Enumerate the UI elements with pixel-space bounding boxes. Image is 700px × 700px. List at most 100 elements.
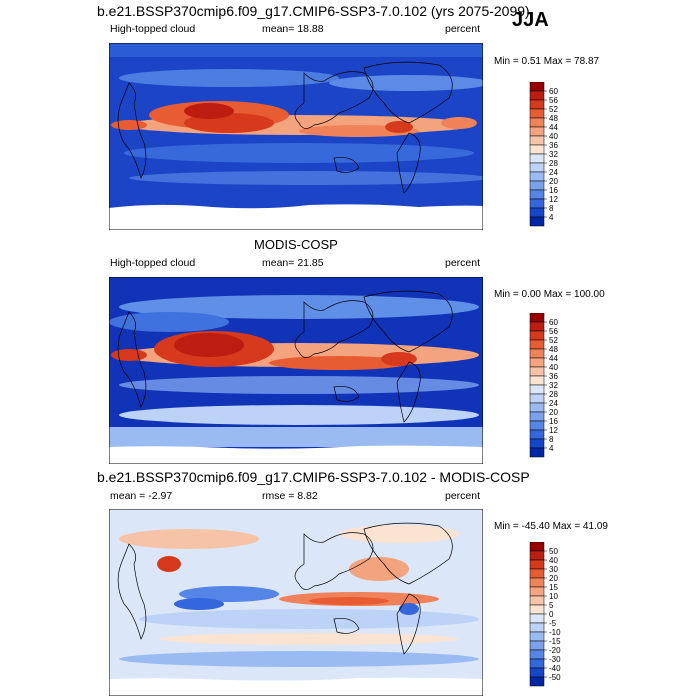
colorbar-tick-label: 12 — [549, 426, 558, 435]
panel2-mean-label: mean= 21.85 — [262, 257, 324, 269]
colorbar-tick-label: 0 — [549, 610, 554, 619]
season-label: JJA — [512, 9, 549, 31]
colorbar-tick-label: 48 — [549, 114, 558, 123]
colorbar-segment — [529, 559, 545, 570]
colorbar-segment — [529, 640, 545, 651]
colorbar-segment — [529, 348, 545, 359]
colorbar-segment — [529, 366, 545, 377]
colorbar-segment — [529, 339, 545, 350]
colorbar-segment — [529, 216, 545, 227]
colorbar-tick-label: 60 — [549, 318, 558, 327]
colorbar-tick-label: 50 — [549, 547, 558, 556]
colorbar-segment — [529, 447, 545, 458]
colorbar-tick-label: 28 — [549, 390, 558, 399]
colorbar-tick-label: -5 — [549, 619, 557, 628]
colorbar-segment — [529, 595, 545, 606]
panel3-stats: Min = -45.40 Max = 41.09 — [494, 521, 608, 532]
colorbar-segment — [529, 550, 545, 561]
colorbar-segment — [529, 613, 545, 624]
colorbar-segment — [529, 313, 545, 323]
colorbar-segment — [529, 622, 545, 633]
panel1-title: b.e21.BSSP370cmip6.f09_g17.CMIP6-SSP3-7.… — [97, 3, 530, 19]
colorbar-segment — [529, 676, 545, 687]
colorbar-segment — [529, 153, 545, 164]
colorbar-tick-label: 4 — [549, 213, 554, 222]
colorbar-segment — [529, 438, 545, 449]
colorbar-segment — [529, 667, 545, 678]
colorbar-tick-label: 36 — [549, 372, 558, 381]
colorbar-segment — [529, 604, 545, 615]
colorbar-tick-label: 8 — [549, 204, 554, 213]
panel3-mean-label: mean = -2.97 — [110, 490, 173, 502]
colorbar-tick-label: 28 — [549, 159, 558, 168]
colorbar-segment — [529, 577, 545, 588]
colorbar-tick-label: 5 — [549, 601, 554, 610]
colorbar-tick-label: 56 — [549, 327, 558, 336]
colorbar-segment — [529, 402, 545, 413]
colorbar-segment — [529, 162, 545, 173]
panel2-stats: Min = 0.00 Max = 100.00 — [494, 289, 605, 300]
colorbar-tick-label: 4 — [549, 444, 554, 453]
panel3-title: b.e21.BSSP370cmip6.f09_g17.CMIP6-SSP3-7.… — [97, 469, 530, 485]
colorbar-segment — [529, 126, 545, 137]
colorbar-tick-label: 20 — [549, 574, 558, 583]
colorbar-segment — [529, 321, 545, 332]
colorbar-segment — [529, 171, 545, 182]
panel1-left-label: High-topped cloud — [110, 23, 196, 35]
colorbar-segment — [529, 357, 545, 368]
colorbar-tick-label: 24 — [549, 399, 558, 408]
panel2-left-label: High-topped cloud — [110, 257, 196, 269]
colorbar-segment — [529, 135, 545, 146]
colorbar-segment — [529, 108, 545, 119]
colorbar-tick-label: 10 — [549, 592, 558, 601]
colorbar-tick-label: 60 — [549, 87, 558, 96]
colorbar-tick-label: 20 — [549, 177, 558, 186]
colorbar-tick-label: 24 — [549, 168, 558, 177]
colorbar-segment — [529, 393, 545, 404]
colorbar-tick-label: 44 — [549, 354, 558, 363]
panel3-units: percent — [445, 490, 481, 502]
colorbar-tick-label: 40 — [549, 363, 558, 372]
panel1-mean-label: mean= 18.88 — [262, 23, 324, 35]
colorbar-tick-label: 30 — [549, 565, 558, 574]
panel2-units: percent — [445, 257, 481, 269]
colorbar-segment — [529, 82, 545, 92]
colorbar-tick-label: 52 — [549, 105, 558, 114]
colorbar-tick-label: 40 — [549, 132, 558, 141]
panel1-units: percent — [445, 23, 481, 35]
colorbar-segment — [529, 658, 545, 669]
colorbar-tick-label: 16 — [549, 417, 558, 426]
panel2-map — [109, 277, 483, 464]
colorbar-tick-label: 8 — [549, 435, 554, 444]
colorbar-segment — [529, 144, 545, 155]
colorbar-segment — [529, 411, 545, 422]
colorbar-tick-label: 52 — [549, 336, 558, 345]
colorbar-segment — [529, 117, 545, 128]
colorbar-segment — [529, 90, 545, 101]
colorbar-segment — [529, 568, 545, 579]
colorbar-tick-label: -40 — [549, 664, 561, 673]
colorbar-tick-label: 48 — [549, 345, 558, 354]
colorbar-tick-label: 15 — [549, 583, 558, 592]
colorbar-tick-label: 36 — [549, 141, 558, 150]
panel3-map — [109, 509, 483, 696]
colorbar-segment — [529, 189, 545, 200]
colorbar-segment — [529, 207, 545, 218]
colorbar-segment — [529, 330, 545, 341]
colorbar-tick-label: -10 — [549, 628, 561, 637]
colorbar-segment — [529, 198, 545, 209]
colorbar-tick-label: 40 — [549, 556, 558, 565]
panel1-map — [109, 43, 483, 230]
colorbar-tick-label: 56 — [549, 96, 558, 105]
colorbar-segment — [529, 180, 545, 191]
colorbar-tick-label: 32 — [549, 381, 558, 390]
colorbar-tick-label: 12 — [549, 195, 558, 204]
panel1-stats: Min = 0.51 Max = 78.87 — [494, 56, 600, 67]
colorbar-tick-label: 16 — [549, 186, 558, 195]
colorbar-tick-label: 32 — [549, 150, 558, 159]
colorbar-segment — [529, 384, 545, 395]
colorbar-segment — [529, 429, 545, 440]
